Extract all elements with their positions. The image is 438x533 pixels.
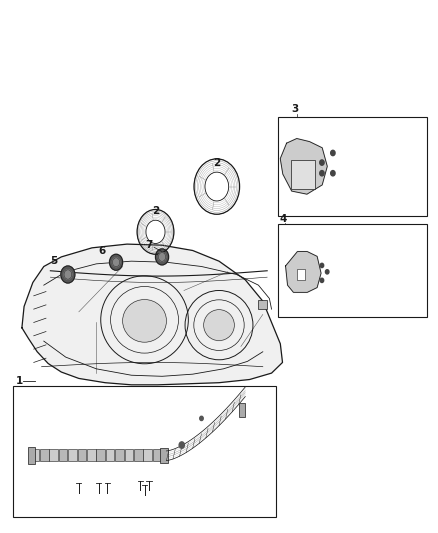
- Text: 2: 2: [152, 206, 159, 215]
- Text: 6: 6: [99, 246, 106, 255]
- Polygon shape: [286, 252, 321, 292]
- Bar: [278, 224, 427, 317]
- Ellipse shape: [123, 300, 166, 342]
- Bar: [297, 269, 305, 280]
- Ellipse shape: [204, 310, 234, 341]
- Bar: [239, 403, 245, 417]
- Text: 2: 2: [213, 158, 220, 167]
- Polygon shape: [22, 244, 283, 385]
- Bar: [258, 300, 267, 309]
- Bar: [278, 117, 427, 216]
- Bar: [28, 447, 35, 464]
- Bar: [78, 449, 86, 461]
- Bar: [40, 449, 49, 461]
- Bar: [124, 449, 133, 461]
- Text: 5: 5: [50, 256, 57, 266]
- Bar: [59, 449, 67, 461]
- Bar: [68, 449, 77, 461]
- Bar: [96, 449, 105, 461]
- Text: 1: 1: [15, 376, 23, 386]
- Bar: [291, 160, 315, 189]
- Bar: [49, 449, 58, 461]
- Circle shape: [179, 442, 184, 448]
- Circle shape: [320, 160, 324, 165]
- Bar: [87, 449, 95, 461]
- Text: 4: 4: [279, 214, 287, 223]
- Circle shape: [200, 416, 203, 421]
- Bar: [153, 449, 161, 461]
- Circle shape: [320, 171, 324, 176]
- Bar: [115, 449, 124, 461]
- Polygon shape: [280, 139, 327, 194]
- Text: 3: 3: [291, 104, 299, 114]
- Bar: [106, 449, 114, 461]
- Bar: [31, 449, 39, 461]
- Circle shape: [113, 258, 120, 266]
- Circle shape: [159, 253, 166, 261]
- Bar: [160, 448, 168, 463]
- Circle shape: [155, 249, 169, 265]
- Circle shape: [320, 278, 324, 282]
- Text: 7: 7: [145, 240, 152, 250]
- Bar: [143, 449, 152, 461]
- Circle shape: [331, 150, 335, 156]
- Circle shape: [64, 270, 72, 279]
- Circle shape: [325, 270, 329, 274]
- Circle shape: [331, 171, 335, 176]
- Circle shape: [320, 263, 324, 268]
- Circle shape: [61, 266, 75, 283]
- Circle shape: [110, 254, 123, 270]
- Bar: [13, 386, 276, 517]
- Bar: [134, 449, 142, 461]
